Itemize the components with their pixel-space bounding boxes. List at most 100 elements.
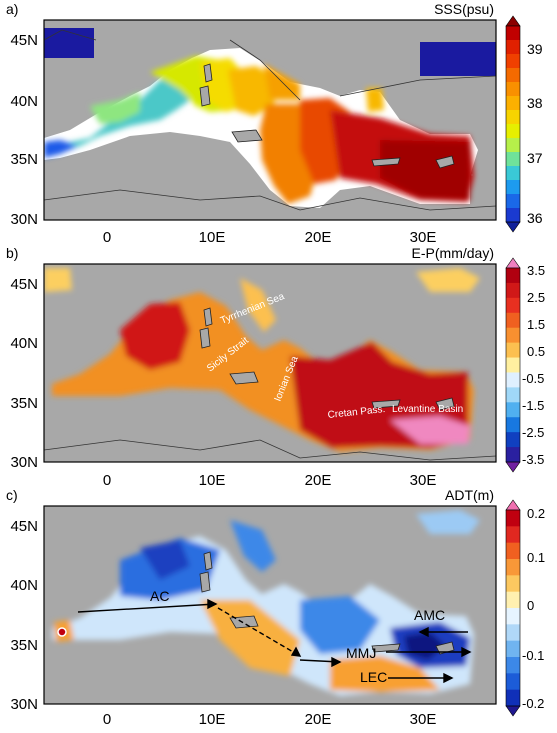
colorbar-label: 0 — [527, 598, 534, 613]
amc-arrowhead — [418, 626, 429, 638]
colorbar-swatch — [506, 387, 520, 403]
colorbar-label: -1.5 — [522, 398, 544, 413]
colorbar-swatch — [506, 152, 520, 167]
colorbar-swatch — [506, 432, 520, 448]
colorbar-frame — [505, 267, 521, 463]
label-amc: AMC — [414, 607, 445, 623]
colorbar-frame — [505, 25, 521, 223]
colorbar-label: -0.2 — [522, 696, 544, 711]
label-levantine: Levantine Basin — [392, 404, 463, 415]
colorbar-b — [505, 257, 521, 473]
colorbar-c — [505, 499, 521, 717]
panel-a: a) SSS(psu) 45N 40N 35N 30N 0 10E 20E 30… — [6, 1, 543, 246]
x-tick: 0 — [103, 472, 111, 489]
x-tick: 0 — [103, 711, 111, 728]
panel-c: AC AMC MMJ LEC c) ADT(m) 45N 40N 35N 30N… — [6, 487, 545, 728]
current-arrows — [77, 598, 472, 684]
x-ticks-a: 0 10E 20E 30E — [103, 229, 437, 246]
colorbar-label: 0.1 — [527, 550, 545, 565]
colorbar-label: 0.2 — [527, 506, 545, 521]
colorbar-swatch — [506, 608, 520, 625]
colorbar-swatch — [506, 673, 520, 691]
colorbar-label: -0.5 — [522, 371, 544, 386]
x-ticks-b: 0 10E 20E 30E — [103, 472, 437, 489]
islands-b — [199, 307, 455, 411]
colorbar-label: 37 — [527, 150, 543, 166]
y-tick: 35N — [10, 151, 38, 168]
sss-field — [44, 56, 474, 204]
y-tick: 35N — [10, 395, 38, 412]
colorbar-swatch — [506, 342, 520, 359]
alboran-eddy — [57, 627, 67, 637]
colorbar-swatch — [506, 96, 520, 111]
colorbar-bottom-triangle — [505, 705, 521, 717]
panel-title-a: SSS(psu) — [434, 1, 494, 17]
colorbar-label: -0.1 — [522, 648, 544, 663]
panel-title-b: E-P(mm/day) — [412, 245, 494, 261]
colorbar-swatch — [506, 268, 520, 284]
colorbar-labels-a: 39 38 37 36 — [527, 41, 543, 226]
colorbar-swatch — [506, 180, 520, 195]
colorbar-top-triangle — [505, 257, 521, 269]
panel-label-a: a) — [6, 1, 18, 17]
map-c — [44, 506, 496, 704]
x-tick: 0 — [103, 229, 111, 246]
panel-b: Tyrrhenian Sea Sicily Strait Ionian Sea … — [6, 245, 545, 489]
colorbar-labels-b: 3.5 2.5 1.5 0.5 -0.5 -1.5 -2.5 -3.5 — [522, 263, 545, 467]
frame-c — [43, 505, 497, 705]
adt-field — [52, 510, 480, 696]
colorbar-frame — [505, 509, 521, 707]
colorbar-top-triangle — [505, 15, 521, 27]
panel-title-c: ADT(m) — [445, 487, 494, 503]
black-sea-a — [420, 42, 496, 76]
colorbar-swatch — [506, 526, 520, 544]
colorbar-label: 3.5 — [527, 263, 545, 278]
colorbar-labels-c: 0.2 0.1 0 -0.1 -0.2 — [522, 506, 545, 711]
biscay-a — [44, 28, 94, 58]
y-tick: 30N — [10, 454, 38, 471]
y-tick: 40N — [10, 335, 38, 352]
colorbar-swatch — [506, 624, 520, 642]
colorbar-swatch — [506, 357, 520, 373]
y-ticks-b: 45N 40N 35N 30N — [10, 276, 38, 471]
x-tick: 10E — [199, 229, 226, 246]
colorbar-a — [505, 15, 521, 233]
x-tick: 20E — [305, 229, 332, 246]
colorbar-label: 2.5 — [527, 290, 545, 305]
y-tick: 45N — [10, 276, 38, 293]
colorbar-swatch — [506, 124, 520, 139]
panel-label-c: c) — [6, 487, 18, 503]
colorbar-swatch — [506, 54, 520, 69]
colorbar-swatch — [506, 208, 520, 223]
colorbar-label: -3.5 — [522, 452, 544, 467]
y-ticks-a: 45N 40N 35N 30N — [10, 32, 38, 228]
colorbar-swatch — [506, 194, 520, 209]
y-tick: 30N — [10, 211, 38, 228]
y-tick: 35N — [10, 637, 38, 654]
ac-dashed-arrowhead — [290, 646, 302, 657]
x-tick: 30E — [410, 472, 437, 489]
x-tick: 10E — [199, 711, 226, 728]
map-b — [44, 264, 496, 462]
colorbar-swatch — [506, 110, 520, 125]
y-ticks-c: 45N 40N 35N 30N — [10, 518, 38, 713]
colorbar-swatch — [506, 575, 520, 593]
label-lec: LEC — [360, 669, 387, 685]
x-ticks-c: 0 10E 20E 30E — [103, 711, 437, 728]
colorbar-label: 38 — [527, 95, 543, 111]
colorbar-swatch — [506, 417, 520, 433]
colorbar-swatch — [506, 312, 520, 329]
colorbar-swatch — [506, 542, 520, 560]
islands-c — [199, 551, 455, 655]
colorbar-swatch — [506, 510, 520, 527]
x-tick: 20E — [305, 711, 332, 728]
x-tick: 30E — [410, 711, 437, 728]
colorbar-swatch — [506, 40, 520, 55]
colorbar-swatch — [506, 657, 520, 674]
colorbar-label: 1.5 — [527, 317, 545, 332]
colorbar-swatch — [506, 640, 520, 658]
colorbar-swatch — [506, 327, 520, 344]
ac-arrowhead — [207, 598, 218, 610]
colorbar-swatch — [506, 402, 520, 418]
